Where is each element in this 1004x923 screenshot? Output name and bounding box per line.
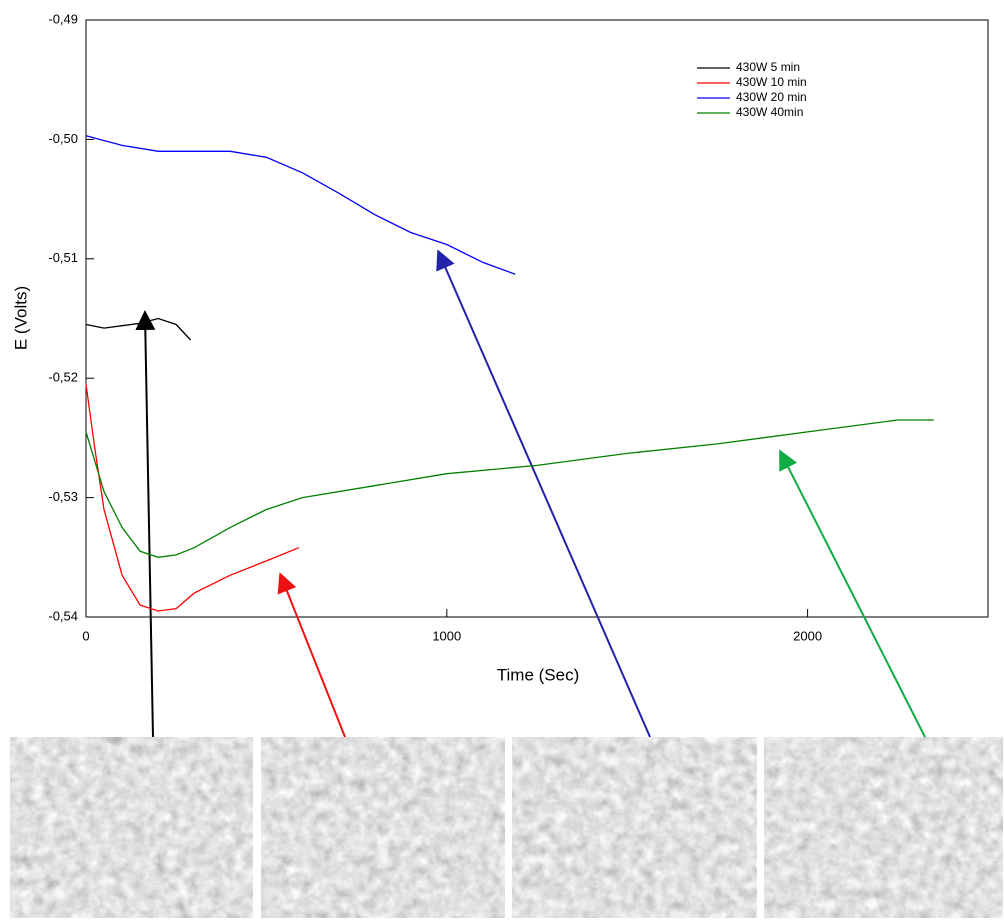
y-tick-label: -0,49 [48,11,78,26]
arrows [145,253,925,737]
legend-label: 430W 40min [736,105,803,119]
arrow [145,314,153,737]
series-line [86,420,934,557]
micrograph [261,737,505,918]
y-tick-label: -0,53 [48,489,78,504]
series-line [86,136,515,274]
legend-label: 430W 10 min [736,75,807,89]
series-line [86,384,299,611]
x-tick-label: 0 [82,628,89,643]
micrographs [10,737,1003,918]
y-tick-label: -0,50 [48,131,78,146]
arrow [281,576,345,737]
series-line [86,319,191,341]
figure: Time (Sec) E (Volts) -0,54 -0,53 -0,52 -0,5… [0,0,1004,918]
micrograph [10,737,253,918]
legend-label: 430W 20 min [736,90,807,104]
x-tick-label: 2000 [793,628,822,643]
y-tick-label: -0,51 [48,250,78,265]
plot-frame [86,20,988,617]
y-tick-label: -0,54 [48,608,78,623]
micrograph [764,737,1003,918]
arrow [781,453,925,737]
micrograph [512,737,757,918]
y-axis-label: E (Volts) [11,286,30,350]
legend-label: 430W 5 min [736,60,800,74]
x-tick-label: 1000 [432,628,461,643]
x-axis-label: Time (Sec) [497,665,580,684]
y-tick-label: -0,52 [48,370,78,385]
arrow [439,253,650,737]
